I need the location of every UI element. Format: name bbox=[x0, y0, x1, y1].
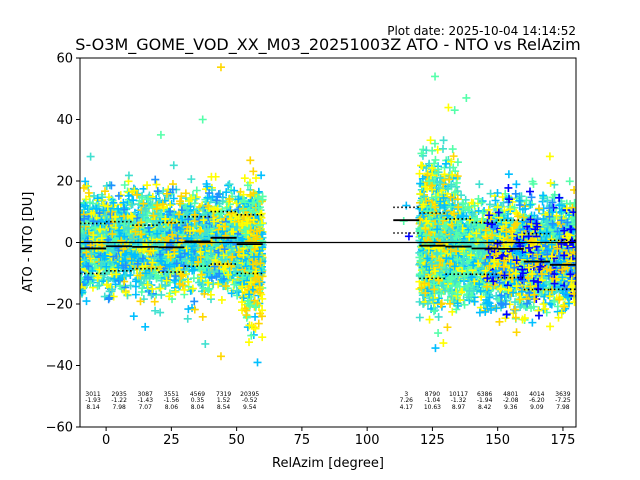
scatter-point bbox=[243, 323, 252, 332]
scatter-point bbox=[155, 283, 164, 292]
scatter-point bbox=[86, 152, 95, 161]
scatter-point bbox=[129, 312, 138, 321]
scatter-point bbox=[243, 312, 252, 321]
scatter-point bbox=[157, 290, 166, 299]
scatter-point bbox=[169, 194, 178, 203]
plot-date: Plot date: 2025-10-04 14:14:52 bbox=[387, 24, 576, 38]
scatter-point bbox=[80, 200, 88, 209]
scatter-point bbox=[139, 184, 148, 193]
scatter-point bbox=[151, 306, 160, 315]
scatter-point bbox=[151, 175, 160, 184]
chart-title: S-O3M_GOME_VOD_XX_M03_20251003Z ATO - NT… bbox=[75, 35, 580, 55]
scatter-point bbox=[169, 161, 178, 170]
scatter-point bbox=[136, 278, 145, 287]
scatter-point bbox=[230, 280, 239, 289]
scatter-point bbox=[198, 312, 207, 321]
scatter-point bbox=[183, 314, 192, 323]
scatter-point bbox=[82, 297, 91, 306]
scatter-point bbox=[246, 156, 255, 165]
scatter-point bbox=[167, 200, 176, 209]
scatter-point bbox=[114, 191, 123, 200]
scatter-point bbox=[126, 281, 135, 290]
scatter-point bbox=[207, 172, 216, 181]
scatter-point bbox=[258, 333, 267, 342]
scatter-point bbox=[156, 308, 165, 317]
scatter-point bbox=[124, 171, 133, 180]
scatter-point bbox=[153, 187, 162, 196]
scatter-point bbox=[192, 193, 201, 202]
scatter-point bbox=[217, 295, 226, 304]
scatter-point bbox=[107, 181, 116, 190]
scatter-point bbox=[240, 174, 249, 183]
scatter-point bbox=[171, 287, 180, 296]
scatter-point bbox=[225, 180, 234, 189]
scatter-point bbox=[187, 175, 196, 184]
scatter-point bbox=[152, 180, 161, 189]
scatter-points bbox=[80, 63, 576, 367]
scatter-point bbox=[103, 276, 112, 285]
scatter-point bbox=[141, 322, 150, 331]
